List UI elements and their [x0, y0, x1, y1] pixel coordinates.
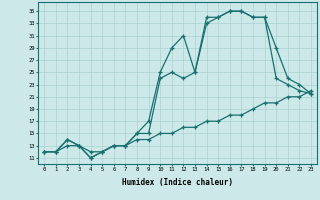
X-axis label: Humidex (Indice chaleur): Humidex (Indice chaleur): [122, 178, 233, 187]
